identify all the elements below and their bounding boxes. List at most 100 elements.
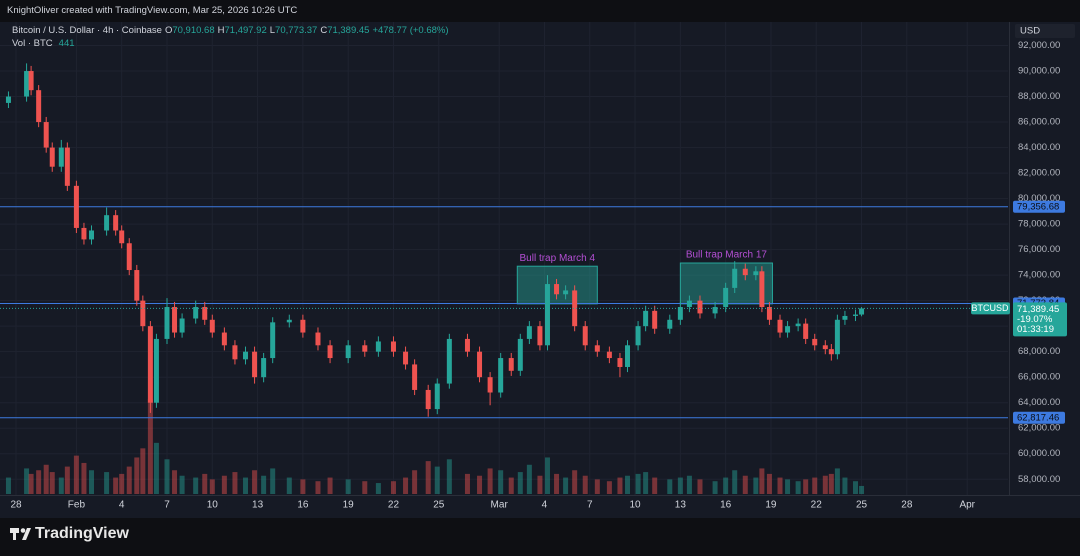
candle-body xyxy=(643,310,649,327)
ohlc-value: 71,389.45 xyxy=(327,25,370,36)
volume-bar xyxy=(617,477,623,494)
candle-body xyxy=(498,358,504,393)
candle-body xyxy=(36,90,42,123)
symbol-title[interactable]: Bitcoin / U.S. Dollar · 4h · Coinbase xyxy=(12,25,162,36)
volume-bar xyxy=(58,477,64,494)
ohlc-value: 70,910.68 xyxy=(172,25,215,36)
volume-bar xyxy=(517,472,523,494)
y-tick-label: 68,000.00 xyxy=(1018,346,1060,357)
candle-body xyxy=(43,122,49,148)
candle-body xyxy=(759,271,765,308)
volume-bar xyxy=(140,448,146,494)
volume-bar xyxy=(777,477,783,494)
candle-body xyxy=(390,341,396,352)
candle-body xyxy=(697,300,703,314)
volume-bar xyxy=(412,470,418,494)
candle-body xyxy=(88,230,94,240)
volume-bar xyxy=(828,473,834,494)
brand: TradingView xyxy=(35,525,129,542)
candle-body xyxy=(834,319,840,355)
volume-bar xyxy=(261,475,267,494)
volume-bar xyxy=(286,477,292,494)
volume-bar xyxy=(803,479,809,494)
candle-body xyxy=(785,326,791,333)
x-tick-label: 19 xyxy=(765,500,777,511)
volume-bar xyxy=(104,472,110,494)
volume-bar xyxy=(795,481,801,494)
candle-body xyxy=(73,185,79,228)
candle-body xyxy=(126,243,132,271)
volume-bar xyxy=(537,475,543,494)
x-tick-label: 13 xyxy=(675,500,687,511)
volume-bar xyxy=(172,470,178,494)
candle-body xyxy=(753,271,759,276)
candle-body xyxy=(606,351,612,359)
x-tick-label: 28 xyxy=(901,500,913,511)
candle-body xyxy=(140,300,146,327)
candle-body xyxy=(667,319,673,329)
volume-bar xyxy=(164,459,170,494)
volume-bar xyxy=(179,475,185,494)
x-tick-label: 7 xyxy=(164,500,170,511)
candle-body xyxy=(362,345,368,352)
candle-body xyxy=(252,351,258,378)
y-tick-label: 92,000.00 xyxy=(1018,40,1060,51)
candle-body xyxy=(412,364,418,390)
price-tag-box xyxy=(1013,302,1067,337)
ohlc-item: H71,497.92 xyxy=(218,25,267,36)
volume-bar xyxy=(635,473,641,494)
candle-body xyxy=(822,345,828,350)
candle-body xyxy=(594,345,600,352)
volume-bar xyxy=(193,477,199,494)
volume-bar xyxy=(859,485,865,494)
currency-box[interactable] xyxy=(1015,24,1075,38)
y-tick-label: 82,000.00 xyxy=(1018,168,1060,179)
y-tick-label: 78,000.00 xyxy=(1018,219,1060,230)
volume-bar xyxy=(36,470,42,494)
candle-body xyxy=(193,307,199,319)
candle-body xyxy=(859,308,865,315)
candle-body xyxy=(286,319,292,323)
volume-bar xyxy=(315,481,321,494)
candle-body xyxy=(261,358,267,378)
hline-tag-label: 79,356.68 xyxy=(1017,201,1059,212)
volume-label[interactable]: Vol · BTC xyxy=(12,38,53,49)
volume-bar xyxy=(487,468,493,494)
volume-value: 441 xyxy=(58,38,75,49)
y-tick-label: 76,000.00 xyxy=(1018,244,1060,255)
ohlc-letter: H xyxy=(217,25,225,36)
volume-bar xyxy=(686,475,692,494)
volume-bar xyxy=(134,457,140,494)
y-tick-label: 86,000.00 xyxy=(1018,117,1060,128)
candle-body xyxy=(828,349,834,355)
annotation-label: Bull trap March 4 xyxy=(520,253,596,264)
y-tick-label: 58,000.00 xyxy=(1018,474,1060,485)
x-tick-label: 28 xyxy=(10,500,22,511)
hline-tag xyxy=(1013,200,1065,213)
candle-body xyxy=(425,389,431,410)
volume-bar xyxy=(153,442,159,494)
volume-bar xyxy=(202,473,208,494)
hline-tag-label: 62,817.46 xyxy=(1017,412,1059,423)
x-tick-label: 19 xyxy=(343,500,355,511)
candle-body xyxy=(81,227,87,240)
volume-legend: Vol · BTC 441 xyxy=(12,38,75,49)
volume-bar xyxy=(119,473,125,494)
volume-bar xyxy=(403,477,409,494)
volume-bar xyxy=(594,479,600,494)
candle-body xyxy=(686,300,692,308)
candle-body xyxy=(652,310,658,329)
y-tick-label: 88,000.00 xyxy=(1018,91,1060,102)
candle-body xyxy=(617,358,623,367)
price-tag-label: 71,389.45 xyxy=(1017,304,1059,315)
volume-bar xyxy=(209,479,215,494)
candle-body xyxy=(732,268,738,288)
volume-bar xyxy=(362,481,368,494)
volume-bar xyxy=(572,470,578,494)
volume-bar xyxy=(606,481,612,494)
plot-background xyxy=(0,22,1080,518)
volume-bar xyxy=(667,479,673,494)
candle-body xyxy=(232,345,238,360)
ohlc-item: O70,910.68 xyxy=(165,25,215,36)
